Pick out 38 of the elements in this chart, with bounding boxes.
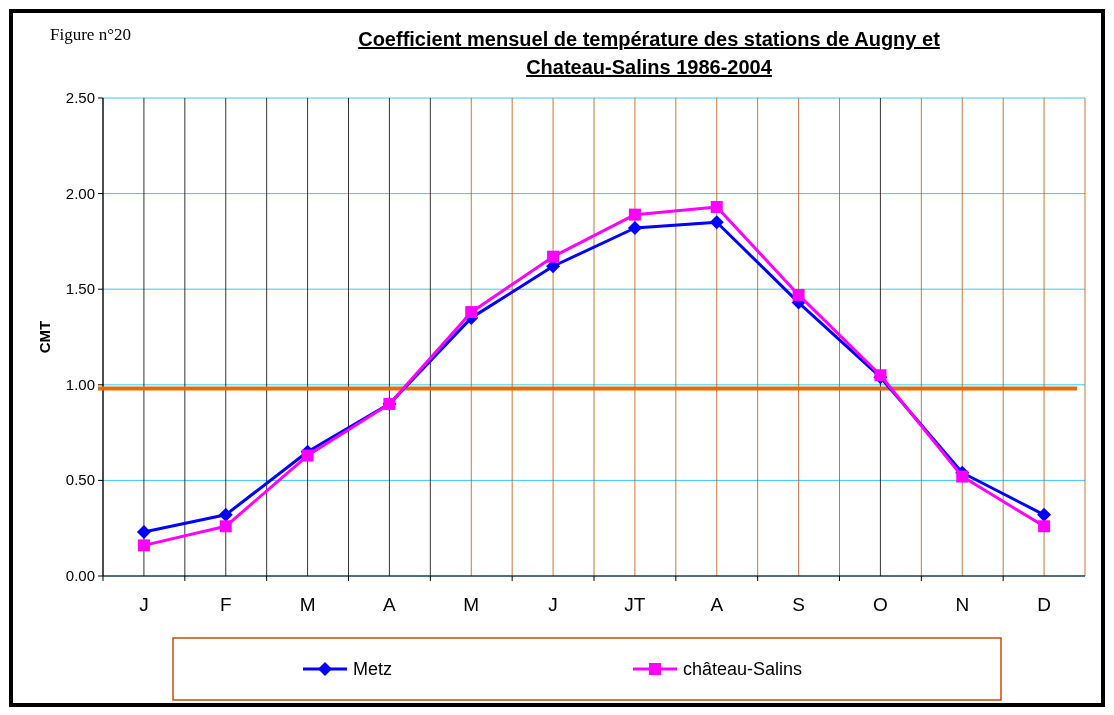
y-tick-label: 1.50 bbox=[65, 280, 95, 298]
point bbox=[218, 507, 233, 522]
x-tick-label: M bbox=[299, 594, 316, 615]
point bbox=[956, 470, 969, 483]
x-tick-label: A bbox=[710, 594, 724, 615]
x-tick-label: A bbox=[383, 594, 397, 615]
x-tick-label: F bbox=[219, 594, 232, 615]
point bbox=[709, 215, 724, 230]
point bbox=[792, 288, 805, 301]
point bbox=[137, 539, 150, 552]
x-tick-label: S bbox=[792, 594, 805, 615]
text: Figure n°20 bbox=[50, 25, 131, 44]
point bbox=[136, 525, 151, 540]
x-tick-label: J bbox=[139, 594, 149, 615]
point bbox=[628, 208, 641, 221]
x-tick-label: O bbox=[873, 594, 888, 615]
y-tick-label: 2.50 bbox=[65, 89, 95, 106]
y-tick-label: 0.50 bbox=[65, 471, 95, 489]
x-tick-label: D bbox=[1037, 594, 1051, 615]
chart-title: Coefficient mensuel de température des stations de Augny et Chateau-Salins 1986-2004 bbox=[358, 28, 941, 78]
y-tick-label: 2.00 bbox=[65, 184, 95, 202]
x-tick-label: JT bbox=[624, 594, 646, 615]
point bbox=[219, 520, 232, 533]
point bbox=[465, 306, 478, 319]
point bbox=[547, 250, 560, 263]
point bbox=[1038, 520, 1051, 533]
x-tick-label: M bbox=[463, 594, 480, 615]
point bbox=[627, 221, 642, 236]
point bbox=[710, 200, 723, 213]
point bbox=[1037, 507, 1052, 522]
x-tick-label: N bbox=[955, 594, 970, 615]
legend-label: Metz bbox=[353, 659, 393, 679]
y-tick-label: 0.00 bbox=[65, 567, 95, 584]
y-axis-title: CMT bbox=[36, 320, 53, 354]
legend-label: château-Salins bbox=[683, 659, 803, 679]
x-tick-label: J bbox=[548, 594, 558, 615]
point bbox=[301, 449, 314, 462]
y-tick-label: 1.00 bbox=[65, 375, 95, 393]
